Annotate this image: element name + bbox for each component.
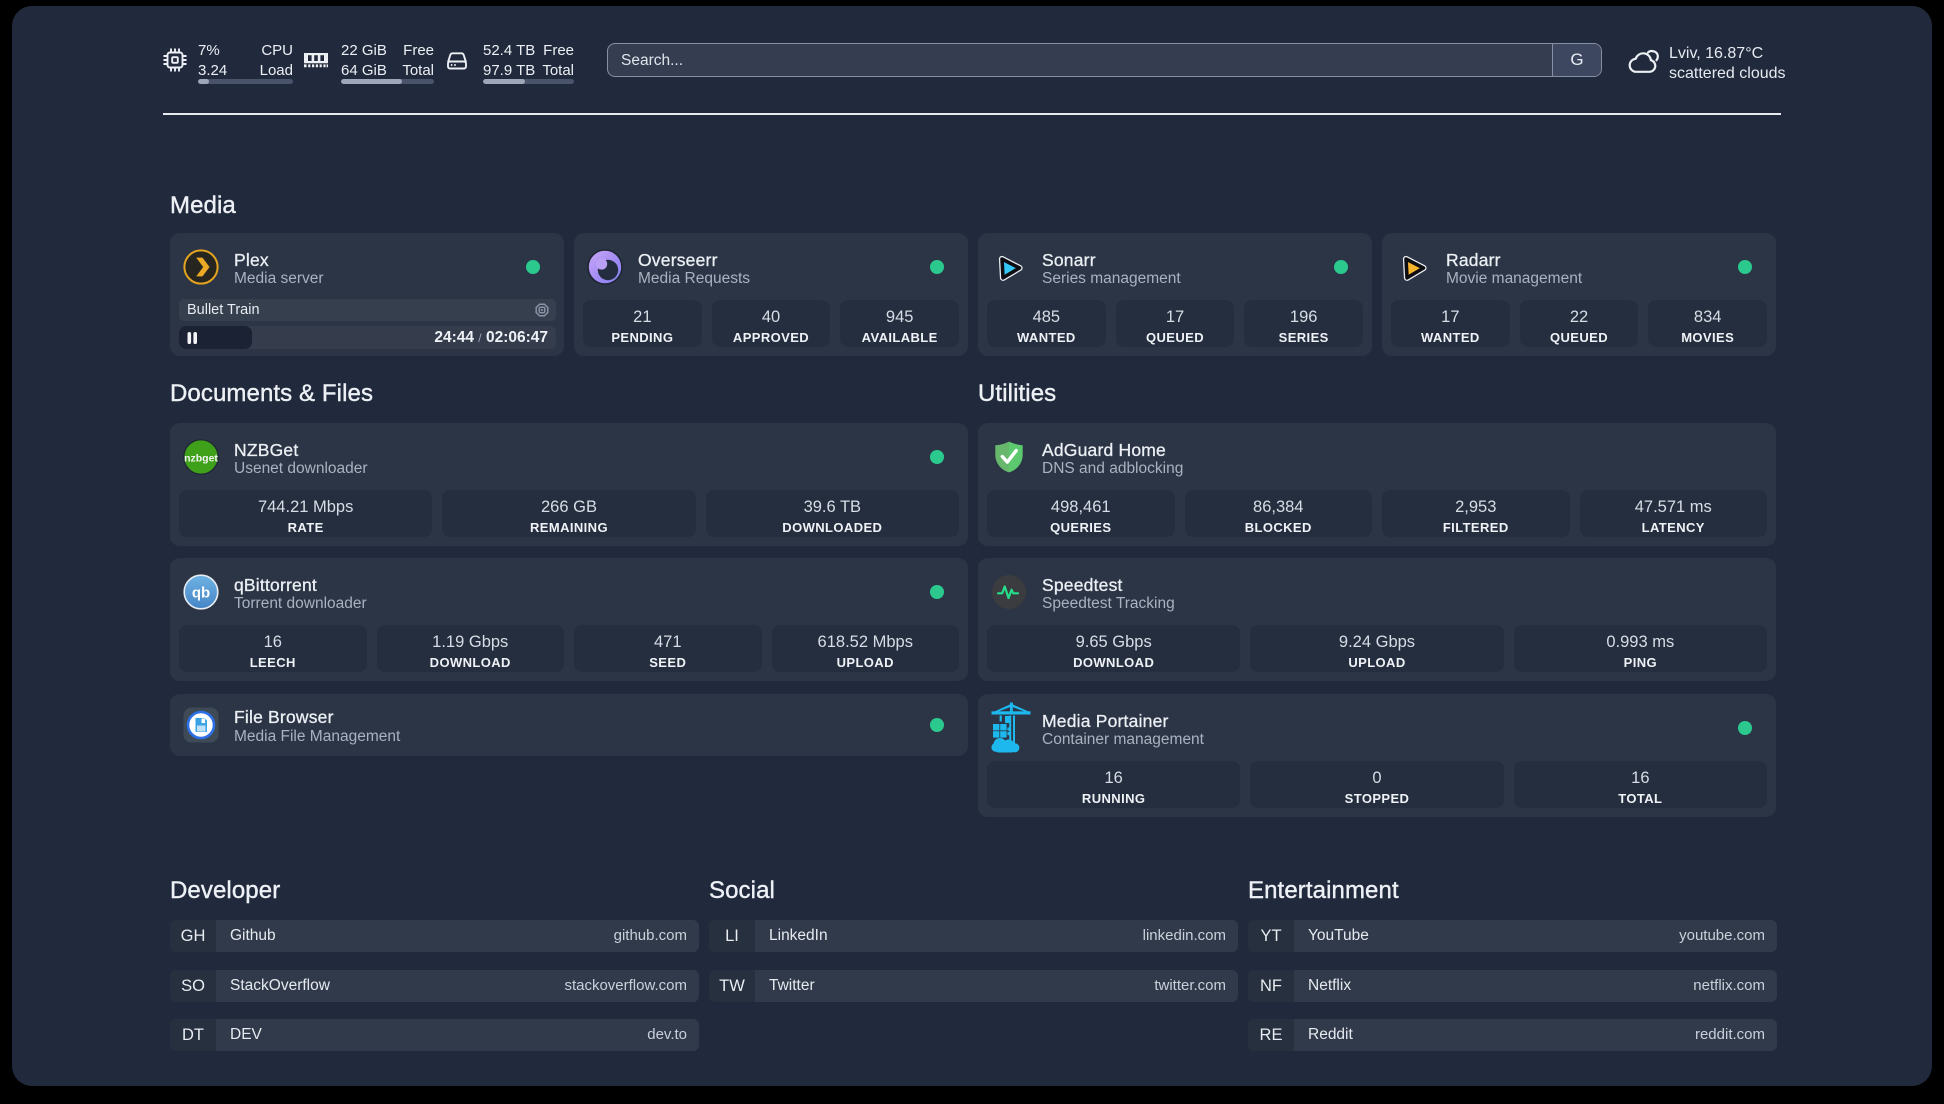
- svg-text:qb: qb: [192, 585, 210, 602]
- svg-text:nzbget: nzbget: [184, 453, 218, 465]
